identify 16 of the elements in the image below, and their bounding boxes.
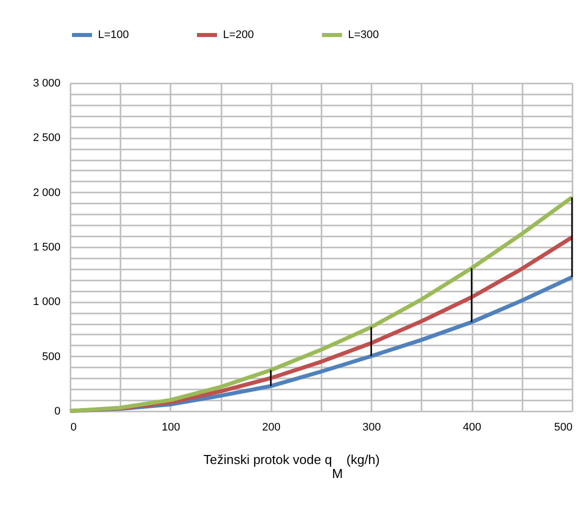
- y-tick-label: 1 000: [32, 296, 60, 308]
- x-tick-label: 300: [362, 422, 381, 434]
- x-tick-label: 100: [162, 422, 180, 434]
- x-tick-label: 200: [262, 422, 280, 434]
- legend-label: L=300: [348, 29, 379, 41]
- x-tick-label: 0: [70, 422, 77, 434]
- legend-label: L=200: [223, 29, 254, 41]
- y-tick-label: 0: [54, 406, 60, 418]
- y-tick-label: 500: [42, 350, 60, 363]
- y-tick-label: 1 500: [32, 242, 60, 254]
- x-tick-label: 400: [462, 422, 482, 434]
- x-tick-label: 500: [554, 422, 572, 434]
- y-tick-label: 2 500: [32, 132, 60, 144]
- y-tick-label: 3 000: [32, 78, 60, 90]
- y-tick-label: 2 000: [32, 186, 60, 199]
- legend-label: L=100: [98, 29, 129, 41]
